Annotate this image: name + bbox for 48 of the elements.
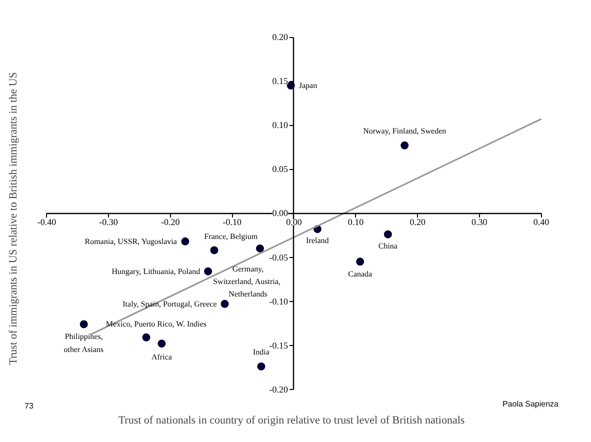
x-tick-label: 0.10 [348,217,364,228]
point [356,258,364,266]
x-axis-title: Trust of nationals in country of origin relative to trust level of British nationals [118,414,465,426]
annotation: Mexico, Puerto Rico, W. Indies [106,319,207,328]
y-tick-label: 0.10 [272,120,288,130]
annotation: Germany, Switzerland, Austria, Netherlands [213,264,280,299]
annotation: Ireland [306,236,329,246]
point [204,267,212,276]
annotation: Hungary, Lithuania, Poland [112,266,200,276]
annotation: France, Belgium [204,232,258,242]
point [220,300,229,308]
point [80,320,88,328]
x-tick-label: -0.20 [160,217,180,228]
point [257,362,266,370]
annotation: Italy, Spain, Portugal, Greece [122,299,218,308]
annotation: China [378,241,398,250]
annotation: India [252,347,270,356]
y-axis-title: Trust of immigrants in US relative to British immigrants in the US [8,72,20,365]
point [210,246,218,254]
y-tick-label: 0.00 [272,208,288,218]
annotation: Norway, Finland, Sweden [363,126,446,136]
point [400,141,409,150]
annotation: Philippines, other Asians [64,332,104,354]
text: 73 [24,402,34,410]
x-tick-label: 0.20 [410,217,426,228]
annotation: Canada [348,270,373,279]
x-tick-label: -0.10 [222,217,242,228]
point [181,237,190,246]
point [158,340,166,348]
annotation: Africa [151,352,172,362]
y-tick-label: 0.20 [272,32,288,42]
x-tick-label: 0.00 [286,217,302,228]
x-tick-label: 0.40 [533,217,550,228]
annotation: Romania, USSR, Yugoslavia [84,236,178,246]
y-tick-label: -0.15 [269,340,288,350]
x-tick-label: -0.40 [37,217,57,228]
y-tick-label: 0.05 [272,164,288,174]
text: Paola Sapienza [502,400,560,408]
y-tick-label: -0.10 [269,296,288,306]
x-tick-label: -0.30 [99,217,118,228]
point [384,230,392,238]
y-tick-label: -0.05 [269,252,288,262]
y-tick-label: 0.15 [272,76,288,86]
point [256,244,264,252]
y-tick-label: -0.20 [269,384,288,394]
point [142,333,150,342]
x-tick-label: 0.30 [472,217,488,228]
annotation: Japan [298,81,318,90]
